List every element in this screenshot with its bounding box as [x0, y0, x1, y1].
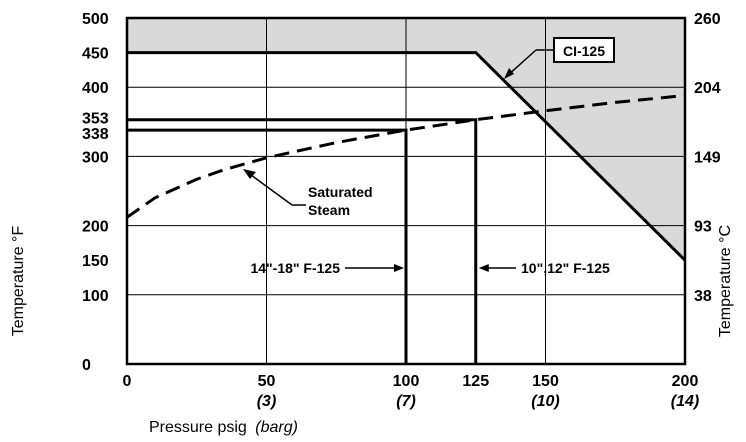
y-tick-label: 300	[82, 149, 109, 166]
y2-tick-label: 38	[694, 288, 712, 305]
y-tick-label: 0	[82, 357, 91, 374]
series-layer	[126, 51, 687, 364]
y-tick-label: 400	[82, 80, 109, 97]
steam-arrowhead	[243, 169, 256, 179]
x-tick-label: 0	[123, 373, 132, 390]
steam-label-line2: Steam	[308, 202, 350, 218]
y-axis-label: Temperature °F	[10, 226, 27, 337]
steam-leader	[246, 171, 293, 206]
y-tick-label: 150	[82, 253, 109, 270]
steam-label-line1: Saturated	[308, 184, 373, 200]
series-line-0	[127, 51, 687, 262]
y2-tick-label: 93	[694, 219, 712, 236]
y-tick-label: 500	[82, 11, 109, 28]
x-tick-label: 200	[672, 373, 699, 390]
plot-frame	[125, 16, 687, 366]
x-tick-label: 100	[393, 373, 420, 390]
x-tick-sublabel: (14)	[671, 393, 699, 410]
annotation-layer: CI-125 Saturated Steam 14"-18" F-125 10",12"…	[243, 37, 615, 276]
series-line-2	[127, 128, 408, 364]
f125-10-12-label: 10",12" F-125	[521, 260, 610, 276]
x-tick-sublabel: (3)	[257, 393, 277, 410]
x-tick-label: 150	[532, 373, 559, 390]
f125-14-18-arrowhead	[394, 264, 404, 272]
x-axis-unit: (barg)	[255, 419, 298, 436]
x-tick-label: 125	[462, 373, 489, 390]
y2-tick-label: 260	[694, 11, 721, 28]
y2-tick-label: 204	[694, 80, 721, 97]
x-tick-sublabel: (10)	[531, 393, 559, 410]
series-line-3	[127, 118, 478, 364]
y-tick-label: 338	[82, 126, 109, 143]
y-tick-label: 100	[82, 288, 109, 305]
x-tick-sublabel: (7)	[396, 393, 416, 410]
x-axis-label: Pressure psig (barg)	[149, 419, 298, 436]
f125-10-12-arrowhead	[478, 264, 489, 272]
y-tick-label: 353	[82, 111, 109, 128]
ci125-label: CI-125	[563, 43, 605, 59]
y-tick-label: 200	[82, 219, 109, 236]
y-tick-label: 450	[82, 46, 109, 63]
f125-14-18-label: 14"-18" F-125	[250, 260, 340, 276]
x-tick-label: 50	[258, 373, 276, 390]
x-axis-label-text: Pressure psig	[149, 419, 247, 436]
y2-tick-label: 149	[694, 149, 721, 166]
y2-axis-label: Temperature °C	[717, 225, 734, 337]
ci125-arrowhead	[504, 68, 514, 79]
